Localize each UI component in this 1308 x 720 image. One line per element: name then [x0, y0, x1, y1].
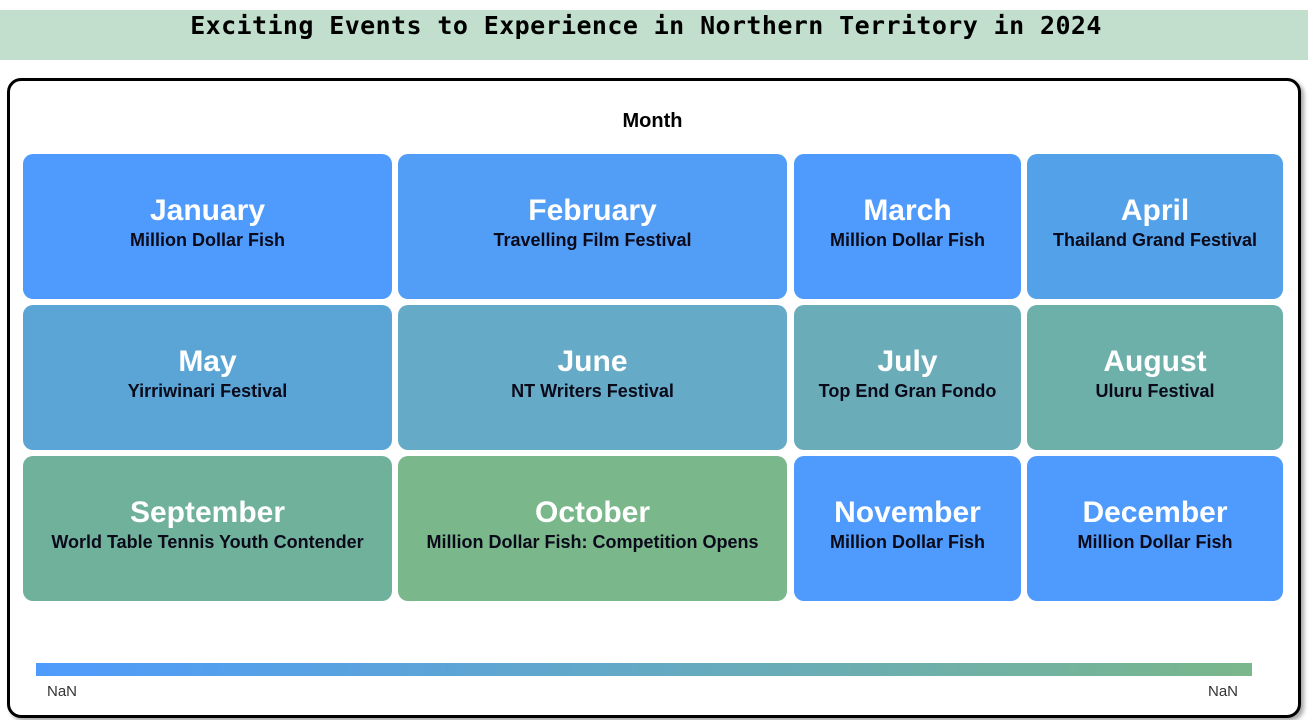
month-tile-august[interactable]: August Uluru Festival: [1027, 305, 1283, 450]
tile-event-label: Million Dollar Fish: [829, 531, 985, 552]
tile-month-label: May: [178, 344, 237, 378]
tile-month-label: December: [1082, 495, 1228, 529]
tile-month-label: August: [1103, 344, 1207, 378]
month-tile-june[interactable]: June NT Writers Festival: [398, 305, 787, 450]
tile-event-label: Uluru Festival: [1095, 380, 1215, 401]
month-tile-november[interactable]: November Million Dollar Fish: [794, 456, 1021, 601]
month-tile-september[interactable]: September World Table Tennis Youth Conten…: [23, 456, 392, 601]
tile-month-label: March: [863, 193, 952, 227]
month-tile-february[interactable]: February Travelling Film Festival: [398, 154, 787, 299]
tile-month-label: September: [129, 495, 286, 529]
month-tile-march[interactable]: March Million Dollar Fish: [794, 154, 1021, 299]
tile-month-label: June: [557, 344, 628, 378]
tile-event-label: Million Dollar Fish: [1077, 531, 1233, 552]
month-tile-october[interactable]: October Million Dollar Fish: Competition …: [398, 456, 787, 601]
chart-title: Exciting Events to Experience in Norther…: [190, 11, 1102, 40]
tile-event-label: Top End Gran Fondo: [818, 380, 997, 401]
tile-month-label: July: [877, 344, 938, 378]
tile-event-label: World Table Tennis Youth Contender: [51, 531, 364, 552]
color-scale-max-label: NaN: [1208, 683, 1239, 700]
tile-event-label: Million Dollar Fish: Competition Opens: [426, 531, 759, 552]
tile-event-label: Million Dollar Fish: [829, 229, 985, 250]
month-tile-may[interactable]: May Yirriwinari Festival: [23, 305, 392, 450]
tile-event-label: Million Dollar Fish: [129, 229, 285, 250]
month-header: Month: [622, 110, 683, 132]
month-tile-july[interactable]: July Top End Gran Fondo: [794, 305, 1021, 450]
tile-event-label: Yirriwinari Festival: [127, 380, 288, 401]
month-tile-april[interactable]: April Thailand Grand Festival: [1027, 154, 1283, 299]
tile-month-label: November: [834, 495, 981, 529]
color-scale-bar: [36, 663, 1252, 676]
tile-month-label: April: [1120, 193, 1190, 227]
tile-month-label: February: [528, 193, 657, 227]
title-bar: [0, 10, 1308, 60]
tile-month-label: October: [534, 495, 651, 529]
month-tile-january[interactable]: January Million Dollar Fish: [23, 154, 392, 299]
tile-event-label: NT Writers Festival: [511, 380, 674, 401]
tile-event-label: Thailand Grand Festival: [1052, 229, 1258, 250]
month-tile-december[interactable]: December Million Dollar Fish: [1027, 456, 1283, 601]
tile-month-label: January: [149, 193, 266, 227]
color-scale-min-label: NaN: [47, 683, 78, 700]
tile-event-label: Travelling Film Festival: [493, 229, 692, 250]
